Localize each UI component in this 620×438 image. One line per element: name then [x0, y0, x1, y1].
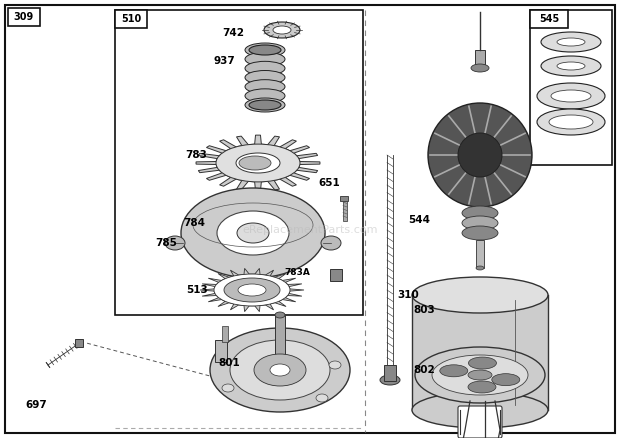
Ellipse shape — [224, 278, 280, 302]
Ellipse shape — [216, 144, 300, 182]
Text: 544: 544 — [408, 215, 430, 225]
Text: 802: 802 — [413, 365, 435, 375]
Ellipse shape — [551, 90, 591, 102]
Ellipse shape — [557, 38, 585, 46]
Text: 784: 784 — [183, 218, 205, 228]
Text: eReplacementParts.com: eReplacementParts.com — [242, 225, 378, 235]
Ellipse shape — [476, 266, 484, 270]
Text: 803: 803 — [413, 305, 435, 315]
Ellipse shape — [415, 347, 545, 403]
Text: 545: 545 — [539, 14, 559, 24]
Ellipse shape — [254, 354, 306, 386]
Bar — [115, 10, 147, 28]
Ellipse shape — [329, 361, 341, 369]
Text: 309: 309 — [14, 12, 34, 22]
Ellipse shape — [245, 61, 285, 75]
Text: 801: 801 — [218, 358, 240, 368]
Bar — [530, 10, 568, 28]
Ellipse shape — [230, 340, 330, 400]
Ellipse shape — [217, 211, 289, 255]
Bar — [530, 10, 612, 165]
Bar — [330, 269, 342, 281]
Ellipse shape — [237, 223, 269, 243]
Bar — [275, 315, 285, 370]
Ellipse shape — [181, 188, 325, 278]
Text: 785: 785 — [155, 238, 177, 248]
Ellipse shape — [239, 156, 271, 170]
Ellipse shape — [541, 56, 601, 76]
Text: 742: 742 — [222, 28, 244, 38]
Ellipse shape — [468, 381, 496, 393]
Ellipse shape — [462, 226, 498, 240]
Polygon shape — [196, 135, 320, 191]
Text: 651: 651 — [318, 178, 340, 188]
Bar — [340, 196, 348, 201]
Ellipse shape — [468, 370, 492, 380]
Text: 510: 510 — [121, 14, 141, 24]
Ellipse shape — [210, 328, 350, 412]
Ellipse shape — [549, 115, 593, 129]
Ellipse shape — [275, 312, 285, 318]
Bar — [384, 365, 396, 381]
Ellipse shape — [458, 133, 502, 177]
Bar — [8, 8, 40, 26]
Ellipse shape — [537, 83, 605, 109]
Ellipse shape — [245, 89, 285, 103]
Ellipse shape — [245, 98, 285, 112]
Ellipse shape — [214, 274, 290, 306]
Ellipse shape — [321, 236, 341, 250]
Ellipse shape — [412, 392, 548, 428]
Ellipse shape — [270, 364, 290, 376]
Ellipse shape — [380, 375, 400, 385]
Ellipse shape — [537, 109, 605, 135]
Ellipse shape — [249, 100, 281, 110]
Bar — [476, 240, 484, 268]
Ellipse shape — [273, 26, 291, 34]
Ellipse shape — [412, 277, 548, 313]
Bar — [412, 295, 548, 410]
Bar — [343, 201, 347, 221]
Bar — [115, 10, 363, 315]
Ellipse shape — [541, 32, 601, 52]
Ellipse shape — [440, 365, 467, 377]
Bar — [475, 50, 485, 68]
Ellipse shape — [462, 206, 498, 220]
Ellipse shape — [245, 71, 285, 85]
Text: 310: 310 — [397, 290, 419, 300]
Ellipse shape — [462, 216, 498, 230]
Text: 697: 697 — [25, 400, 46, 410]
Bar — [222, 326, 228, 342]
Ellipse shape — [245, 52, 285, 66]
Ellipse shape — [557, 62, 585, 70]
Ellipse shape — [238, 284, 266, 296]
Text: 513: 513 — [186, 285, 208, 295]
Text: 937: 937 — [213, 56, 235, 66]
Ellipse shape — [471, 64, 489, 72]
Ellipse shape — [432, 355, 528, 395]
Bar — [215, 340, 227, 362]
Ellipse shape — [249, 45, 281, 55]
Ellipse shape — [264, 22, 300, 38]
Ellipse shape — [222, 384, 234, 392]
Ellipse shape — [316, 394, 328, 402]
Text: 783: 783 — [185, 150, 207, 160]
Ellipse shape — [236, 153, 280, 173]
Text: 783A: 783A — [284, 268, 310, 277]
Ellipse shape — [245, 80, 285, 94]
FancyBboxPatch shape — [458, 406, 502, 438]
Ellipse shape — [245, 43, 285, 57]
Ellipse shape — [492, 374, 520, 386]
Ellipse shape — [165, 236, 185, 250]
Bar — [75, 339, 83, 347]
Ellipse shape — [469, 357, 497, 369]
Polygon shape — [200, 268, 304, 311]
Ellipse shape — [428, 103, 532, 207]
